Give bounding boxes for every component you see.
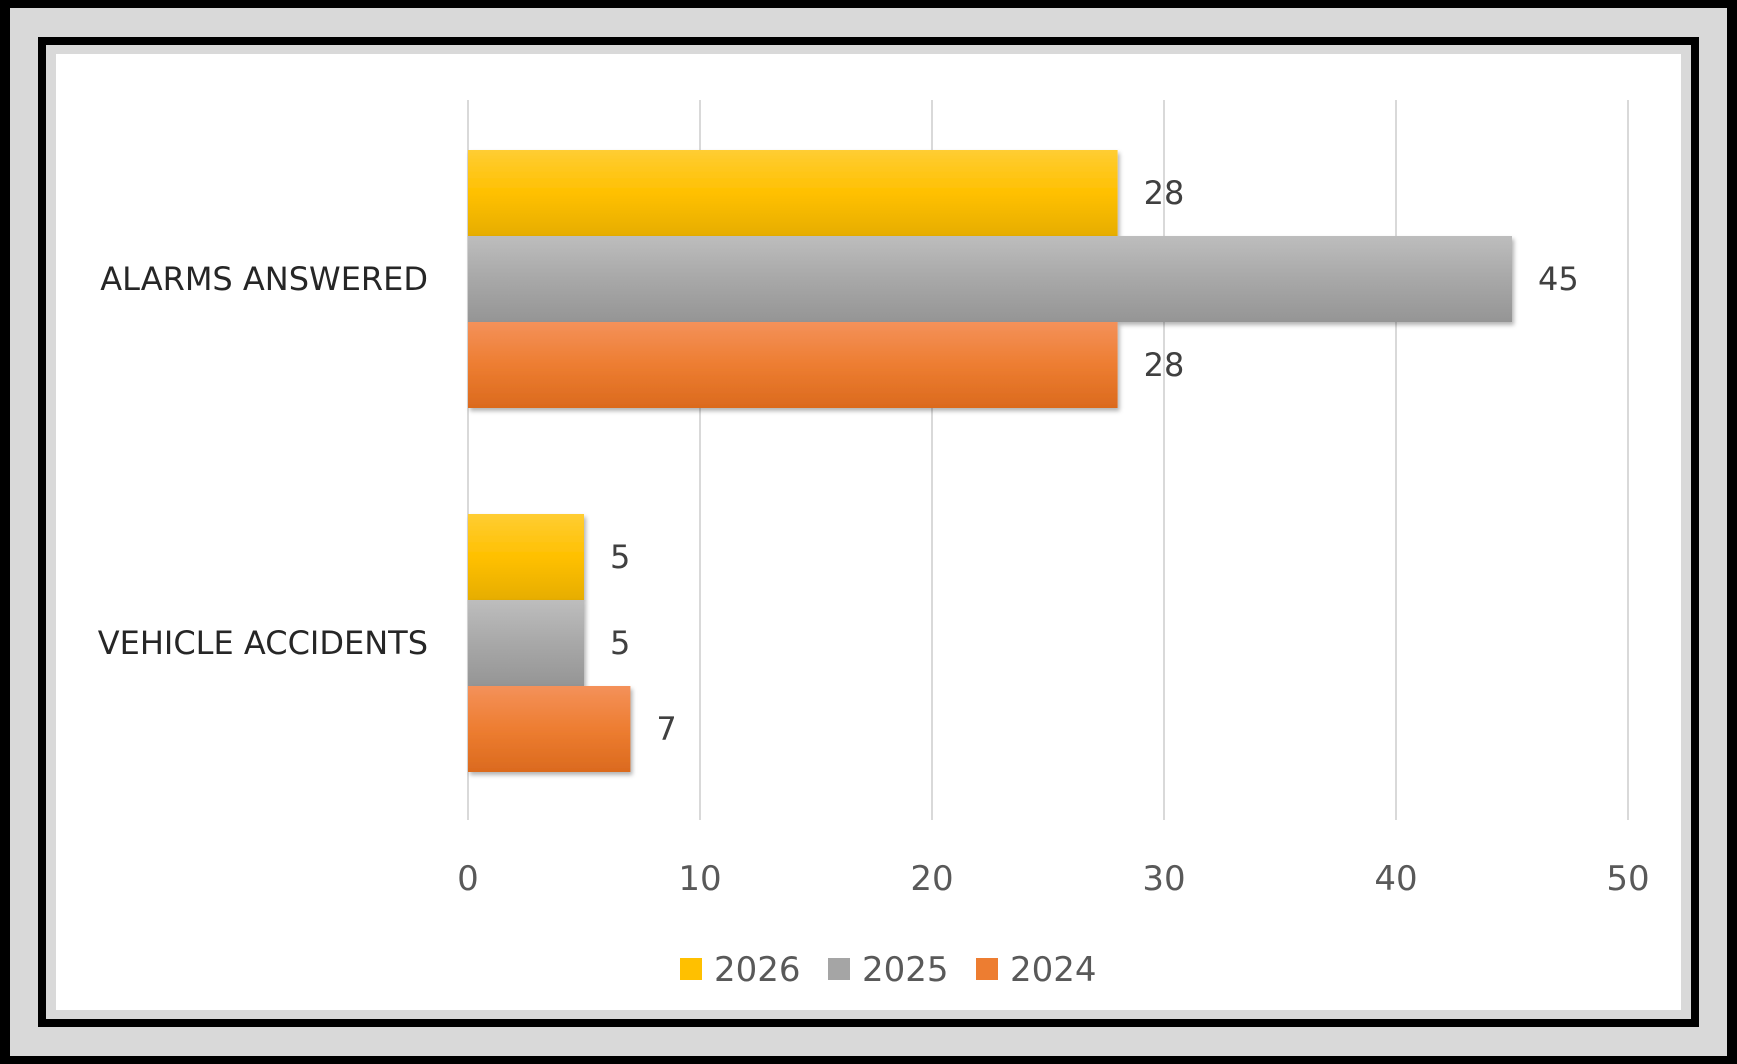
bar — [468, 686, 631, 772]
x-tick-label: 40 — [1374, 859, 1417, 899]
x-tick-label: 20 — [910, 859, 953, 899]
data-labels: 28 45 28 5 5 7 — [610, 174, 1579, 748]
bar — [468, 514, 584, 600]
bar — [468, 322, 1118, 408]
bar — [468, 236, 1512, 322]
legend-label: 2024 — [1010, 950, 1097, 990]
x-tick-label: 30 — [1142, 859, 1185, 899]
legend-swatch — [680, 958, 702, 980]
data-label: 7 — [656, 710, 676, 748]
category-label: VEHICLE ACCIDENTS — [98, 624, 428, 662]
legend-swatch — [976, 958, 998, 980]
bar — [468, 150, 1118, 236]
legend-swatch — [828, 958, 850, 980]
bar — [468, 600, 584, 686]
x-tick-label: 0 — [457, 859, 479, 899]
data-label: 45 — [1538, 260, 1579, 298]
x-tick-label: 50 — [1606, 859, 1649, 899]
category-label: ALARMS ANSWERED — [100, 260, 428, 298]
bars — [468, 150, 1512, 772]
data-label: 28 — [1144, 346, 1185, 384]
data-label: 5 — [610, 538, 630, 576]
x-axis-ticks: 0 10 20 30 40 50 — [457, 859, 1649, 899]
data-label: 28 — [1144, 174, 1185, 212]
legend: 2026 2025 2024 — [680, 950, 1097, 990]
legend-label: 2026 — [714, 950, 801, 990]
x-tick-label: 10 — [678, 859, 721, 899]
legend-label: 2025 — [862, 950, 949, 990]
data-label: 5 — [610, 624, 630, 662]
category-labels: ALARMS ANSWERED VEHICLE ACCIDENTS — [98, 260, 428, 662]
